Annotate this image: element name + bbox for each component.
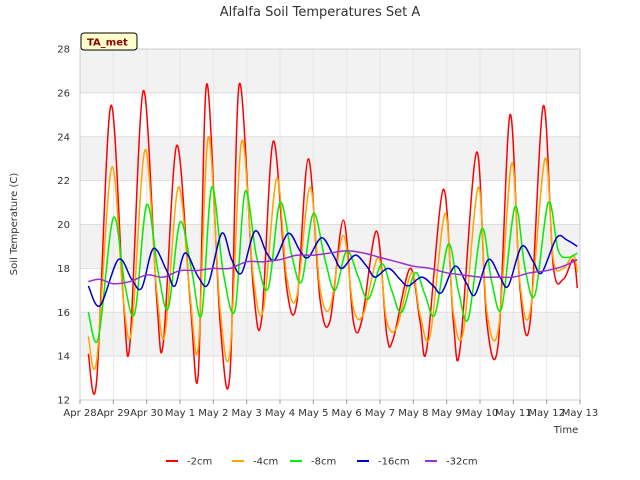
- x-tick-label: May 5: [298, 408, 328, 419]
- y-tick-label: 20: [57, 220, 70, 231]
- x-tick-label: May 12: [528, 408, 565, 419]
- legend: -2cm -4cm -8cm -16cm -32cm: [166, 457, 478, 468]
- x-tick-label: Apr 30: [130, 408, 163, 419]
- y-tick-label: 26: [57, 88, 70, 99]
- x-tick-label: May 7: [365, 408, 395, 419]
- x-tick-label: May 10: [462, 408, 499, 419]
- y-tick-label: 24: [57, 132, 70, 143]
- y-tick-label: 12: [57, 396, 70, 407]
- x-axis-label: Time: [553, 425, 578, 436]
- y-tick-label: 14: [57, 352, 70, 363]
- y-tick-label: 28: [57, 45, 70, 56]
- x-axis-ticks: Apr 28 Apr 29 Apr 30 May 1 May 2 May 3 May 4 Ma…: [63, 400, 598, 419]
- y-tick-label: 18: [57, 264, 70, 275]
- legend-label: -2cm: [187, 457, 212, 468]
- x-tick-label: May 6: [332, 408, 362, 419]
- badge-label: TA_met: [87, 38, 128, 49]
- x-tick-label: May 3: [232, 408, 262, 419]
- legend-label: -4cm: [253, 457, 278, 468]
- chart-title: Alfalfa Soil Temperatures Set A: [220, 5, 421, 20]
- legend-label: -8cm: [311, 457, 336, 468]
- y-axis-ticks: 12 14 16 18 20 22 24 26 28: [57, 45, 70, 407]
- x-tick-label: Apr 28: [63, 408, 96, 419]
- badge-box: [80, 32, 138, 51]
- plot-band: [80, 49, 580, 93]
- x-tick-label: May 11: [495, 408, 532, 419]
- plot-area-frame: [79, 48, 581, 401]
- series-line-32cmcm-line: [88, 250, 578, 285]
- station-badge: TA_met: [80, 32, 138, 51]
- series-line-8cmcm-line: [87, 186, 578, 343]
- plot-band: [80, 224, 580, 269]
- x-tick-label: May 2: [198, 408, 228, 419]
- series-line-16cmcm-line: [87, 230, 578, 307]
- y-axis-label: Soil Temperature (C): [9, 173, 20, 276]
- x-tick-label: May 8: [398, 408, 428, 419]
- series-line-2cmcm-line: [87, 82, 579, 395]
- x-tick-label: May 9: [432, 408, 462, 419]
- series-lines: [87, 82, 579, 395]
- series-line-4cmcm-line: [87, 136, 579, 370]
- x-tick-label: May 4: [265, 408, 295, 419]
- legend-label: -32cm: [446, 457, 478, 468]
- y-tick-label: 22: [57, 176, 70, 187]
- x-tick-label: May 13: [562, 408, 599, 419]
- x-tick-label: May 1: [165, 408, 195, 419]
- plot-band: [80, 136, 580, 181]
- y-tick-label: 16: [57, 308, 70, 319]
- legend-label: -16cm: [378, 457, 410, 468]
- x-tick-label: Apr 29: [97, 408, 130, 419]
